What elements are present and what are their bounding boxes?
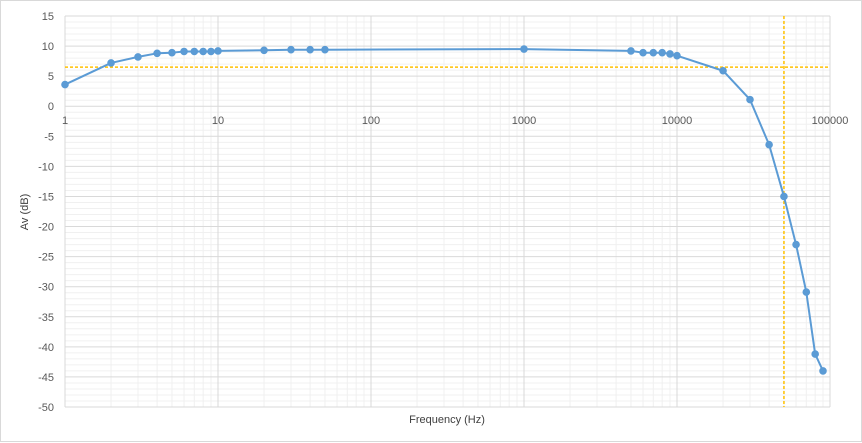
data-point <box>673 51 681 60</box>
data-point <box>207 47 215 56</box>
x-tick-label: 100 <box>362 115 380 127</box>
y-tick-label: 15 <box>42 11 54 23</box>
x-tick-label: 1000 <box>512 115 536 127</box>
data-point <box>719 66 727 75</box>
data-point <box>819 367 827 375</box>
x-axis-tick-labels: 1 10 100 1000 10000 100000 <box>62 115 848 127</box>
y-tick-label: -25 <box>38 252 54 264</box>
y-tick-label: -50 <box>38 402 54 414</box>
data-point <box>61 80 69 89</box>
data-point <box>666 50 674 58</box>
data-point <box>214 47 222 55</box>
data-point <box>190 47 199 56</box>
data-point <box>199 47 207 56</box>
y-tick-label: 0 <box>48 101 54 113</box>
y-axis-title: Av (dB) <box>19 194 31 230</box>
data-point <box>802 288 811 296</box>
data-point <box>627 47 635 55</box>
data-point <box>520 45 528 53</box>
data-point <box>153 49 161 58</box>
y-tick-label: 10 <box>42 41 54 53</box>
data-point <box>746 95 754 104</box>
data-point <box>107 59 115 67</box>
data-point <box>287 45 295 54</box>
data-series <box>61 45 827 375</box>
data-point <box>780 192 788 201</box>
data-point <box>306 45 314 54</box>
y-tick-label: -15 <box>38 191 54 203</box>
data-point <box>260 46 268 55</box>
x-tick-label: 1 <box>62 115 68 127</box>
minor-gridlines <box>65 16 830 407</box>
y-tick-label: -20 <box>38 222 54 234</box>
y-tick-label: -45 <box>38 372 54 384</box>
y-tick-label: -30 <box>38 282 54 294</box>
major-gridlines <box>64 15 831 408</box>
data-point <box>180 47 188 56</box>
data-point <box>134 53 142 61</box>
data-point <box>168 48 176 57</box>
y-tick-label: 5 <box>48 71 54 83</box>
reference-lines <box>65 16 830 407</box>
x-tick-label: 10000 <box>662 115 693 127</box>
data-point <box>321 45 329 54</box>
data-point <box>649 48 658 57</box>
y-tick-label: -5 <box>44 131 54 143</box>
data-point <box>639 48 647 57</box>
y-tick-label: -40 <box>38 342 54 354</box>
y-tick-label: -35 <box>38 312 54 324</box>
data-point <box>765 140 773 149</box>
x-axis-title: Frequency (Hz) <box>409 414 485 426</box>
data-point <box>811 350 819 358</box>
data-point <box>658 48 666 57</box>
x-tick-label: 10 <box>212 115 224 127</box>
x-tick-label: 100000 <box>812 115 849 127</box>
y-tick-label: -10 <box>38 161 54 173</box>
data-point <box>792 240 800 249</box>
